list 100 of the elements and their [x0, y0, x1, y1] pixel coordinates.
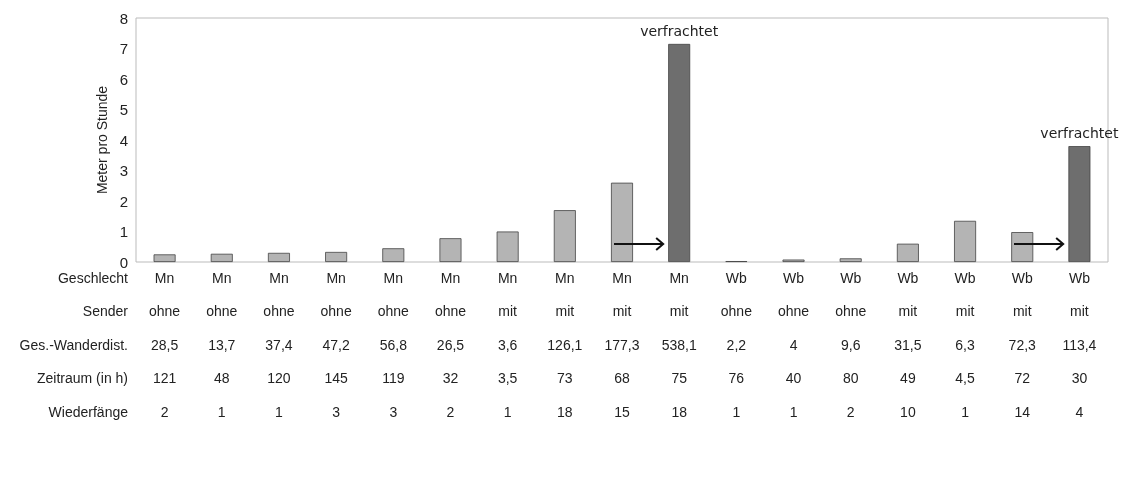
text: 28,5: [150, 336, 179, 353]
text: 1: [732, 403, 741, 420]
text: Ges.-Wanderdist.: [19, 336, 128, 353]
text: 3: [332, 403, 341, 420]
data-label: verfrachtet: [1040, 125, 1119, 142]
x-tick-label: Mn: [440, 269, 461, 286]
text: 113,4: [1062, 336, 1097, 353]
text: 121: [152, 370, 177, 387]
text: 4: [789, 336, 798, 353]
text: Sender: [82, 303, 129, 320]
x-tick-label: Mn: [269, 269, 289, 286]
y-tick-label: 1: [119, 223, 128, 240]
y-tick-label: 3: [119, 162, 128, 179]
x-tick-label: Wb: [840, 269, 862, 286]
text: 126,1: [547, 336, 583, 353]
text: 18: [557, 403, 573, 420]
x-tick-label: Wb: [783, 269, 805, 286]
text: 2: [446, 403, 455, 420]
text: mit: [955, 303, 975, 320]
x-tick-label: Mn: [383, 269, 404, 286]
text: 26,5: [436, 336, 465, 353]
x-tick-label: Wb: [1011, 269, 1033, 286]
text: 76: [728, 370, 745, 387]
data-label: verfrachtet: [640, 22, 719, 39]
text: 47,2: [322, 336, 350, 353]
y-tick-label: 2: [119, 192, 128, 210]
x-tick-label: Wb: [725, 269, 748, 286]
text: ohne: [777, 303, 810, 320]
text: mit: [1070, 303, 1089, 320]
text: 31,5: [894, 336, 922, 353]
text: 49: [900, 370, 916, 387]
y-tick-label: 4: [119, 131, 128, 149]
text: mit: [555, 303, 575, 320]
text: mit: [898, 303, 918, 320]
text: ohne: [206, 303, 238, 320]
text: 4,5: [955, 370, 975, 387]
text: Zeitraum (in h): [36, 370, 129, 387]
text: mit: [498, 303, 518, 320]
y-tick-label: 5: [119, 101, 128, 118]
text: ohne: [320, 303, 352, 320]
y-tick-label: 0: [119, 253, 128, 271]
text: ohne: [720, 303, 753, 320]
text: 2: [160, 403, 169, 420]
x-tick-label: Mn: [154, 269, 175, 286]
text: 40: [785, 370, 802, 387]
text: 538,1: [661, 336, 697, 353]
x-tick-label: Wb: [897, 269, 919, 286]
x-tick-label: Wb: [1068, 269, 1091, 286]
text: 119: [382, 370, 405, 387]
y-tick-label: 7: [119, 40, 128, 57]
text: 1: [961, 403, 970, 420]
text: 1: [217, 403, 226, 420]
text: Geschlecht: [57, 269, 129, 286]
text: 73: [557, 370, 573, 387]
text: 37,4: [265, 336, 293, 353]
text: 72: [1014, 370, 1031, 387]
text: ohne: [377, 303, 410, 320]
text: mit: [612, 303, 632, 320]
y-axis-title: Meter pro Stunde: [93, 85, 110, 195]
text: 1: [789, 403, 798, 420]
text: 1: [503, 403, 512, 420]
text: 18: [671, 403, 688, 420]
text: 6,3: [955, 336, 975, 353]
text: 80: [842, 370, 859, 387]
text: 3: [389, 403, 398, 420]
text: 68: [614, 370, 630, 387]
x-tick-label: Mn: [555, 269, 575, 286]
text: ohne: [434, 303, 467, 320]
text: 3,6: [497, 336, 518, 353]
text: 3,5: [497, 370, 518, 387]
text: 145: [324, 370, 349, 387]
text: Wiederfänge: [48, 403, 129, 420]
text: 2: [846, 403, 855, 420]
text: 30: [1071, 370, 1088, 387]
text: ohne: [149, 303, 181, 320]
x-tick-label: Mn: [497, 269, 518, 286]
text: 48: [213, 370, 230, 387]
text: 15: [614, 403, 630, 420]
y-tick-label: 8: [119, 9, 128, 27]
x-tick-label: Wb: [954, 269, 976, 286]
text: 10: [900, 403, 916, 420]
text: ohne: [263, 303, 295, 320]
text: 32: [442, 370, 459, 387]
text: 1: [275, 403, 284, 420]
text: mit: [669, 303, 689, 320]
text: 72,3: [1008, 336, 1037, 353]
text: 75: [671, 370, 688, 387]
bar: [1068, 146, 1091, 262]
x-tick-label: Mn: [326, 269, 346, 286]
bar: [668, 43, 691, 262]
text: 14: [1014, 403, 1031, 420]
text: 2,2: [726, 336, 747, 353]
text: 56,8: [379, 336, 408, 353]
text: ohne: [835, 303, 867, 320]
text: 4: [1075, 403, 1084, 420]
text: 120: [267, 370, 291, 387]
text: 13,7: [208, 336, 236, 353]
x-tick-label: Mn: [212, 269, 232, 286]
x-tick-label: Mn: [669, 269, 689, 286]
text: 177,3: [604, 336, 640, 353]
